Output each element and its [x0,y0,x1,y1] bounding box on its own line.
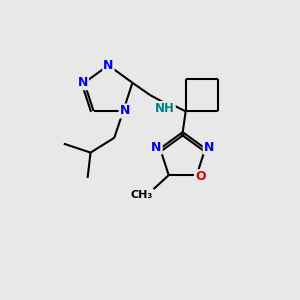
Text: N: N [78,76,88,89]
Text: N: N [103,59,114,72]
Text: CH₃: CH₃ [131,190,153,200]
Text: N: N [151,141,162,154]
Text: NH: NH [155,102,175,115]
Text: O: O [195,170,206,183]
Text: N: N [119,104,130,118]
Text: N: N [204,141,214,154]
